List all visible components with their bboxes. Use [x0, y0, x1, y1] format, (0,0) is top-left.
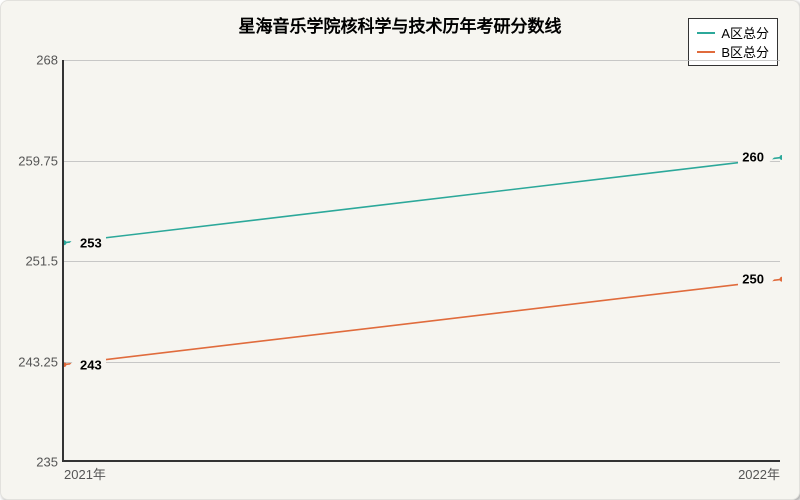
value-label: 253: [76, 235, 106, 250]
y-tick-label: 259.75: [18, 153, 64, 168]
grid-line: [64, 261, 780, 262]
plot-area: 235243.25251.5259.752682021年2022年2532602…: [62, 60, 780, 462]
legend: A区总分 B区总分: [688, 18, 778, 66]
chart-title: 星海音乐学院核科学与技术历年考研分数线: [12, 12, 788, 37]
y-tick-label: 235: [36, 455, 64, 470]
grid-line: [64, 161, 780, 162]
y-tick-label: 268: [36, 53, 64, 68]
grid-line: [64, 362, 780, 363]
legend-label-a: A区总分: [721, 23, 769, 42]
legend-label-b: B区总分: [721, 42, 769, 61]
legend-swatch-a: [697, 32, 715, 34]
value-label: 260: [738, 150, 768, 165]
x-tick-label: 2022年: [738, 460, 780, 483]
x-tick-label: 2021年: [64, 460, 106, 483]
y-tick-label: 251.5: [25, 254, 64, 269]
legend-swatch-b: [697, 51, 715, 53]
value-label: 250: [738, 272, 768, 287]
legend-item-a: A区总分: [697, 23, 769, 42]
chart-container: 星海音乐学院核科学与技术历年考研分数线 A区总分 B区总分 235 243.25 2…: [0, 0, 800, 500]
value-label: 243: [76, 357, 106, 372]
grid-line: [64, 60, 780, 61]
y-tick-label: 243.25: [18, 354, 64, 369]
legend-item-b: B区总分: [697, 42, 769, 61]
